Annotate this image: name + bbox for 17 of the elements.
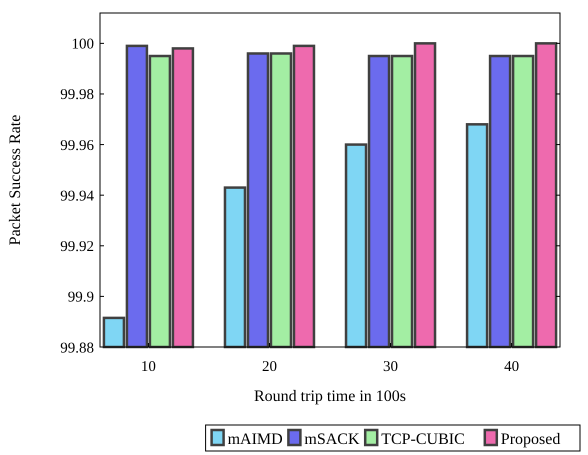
x-tick-label: 40: [504, 359, 520, 375]
x-tick-label: 30: [383, 359, 398, 375]
legend-label: Proposed: [500, 431, 560, 448]
y-tick-label: 99.94: [60, 188, 94, 204]
y-tick-label: 100: [72, 36, 94, 53]
y-tick-label: 99.88: [60, 340, 94, 356]
x-tick-label: 10: [140, 359, 156, 375]
y-tick-label: 99.9: [68, 290, 94, 306]
x-tick-label: 20: [262, 359, 277, 375]
y-tick-label: 99.92: [60, 239, 94, 256]
y-tick-label: 99.98: [60, 87, 94, 104]
y-axis-title: Packet Success Rate: [7, 114, 24, 246]
legend-label: TCP-CUBIC: [381, 431, 465, 448]
x-axis-title: Round trip time in 100s: [254, 388, 406, 405]
legend-label: mAIMD: [228, 431, 283, 448]
legend-label: mSACK: [304, 431, 360, 448]
y-tick-label: 99.96: [60, 138, 94, 154]
